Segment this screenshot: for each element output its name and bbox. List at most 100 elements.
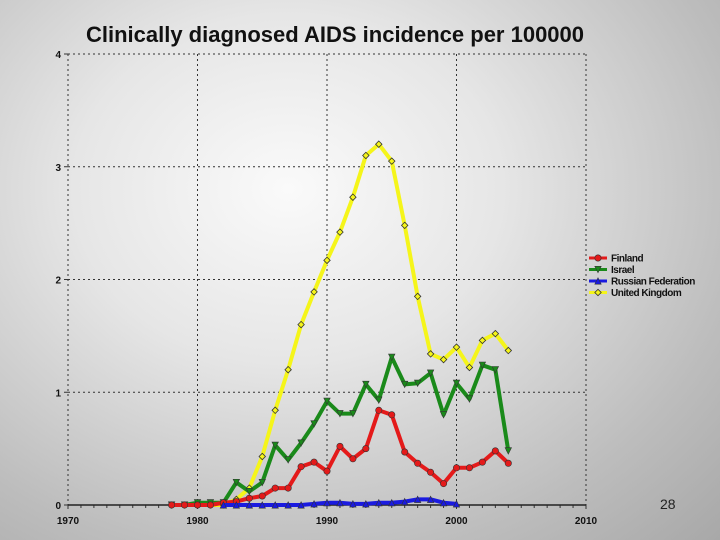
- series-line: [171, 408, 510, 507]
- data-point: [491, 329, 500, 338]
- data-point: [388, 498, 396, 507]
- legend-marker: [594, 288, 602, 297]
- data-point: [349, 500, 357, 508]
- data-point: [336, 442, 344, 450]
- data-point: [414, 459, 422, 467]
- data-point: [284, 456, 292, 464]
- y-tick-label: 1: [55, 388, 61, 399]
- data-point: [219, 501, 228, 509]
- data-point: [323, 397, 331, 406]
- data-point: [452, 379, 461, 388]
- data-point: [297, 320, 305, 329]
- data-point: [491, 447, 499, 455]
- data-point: [478, 458, 486, 466]
- data-point: [439, 498, 448, 507]
- data-point: [375, 396, 383, 405]
- data-point: [440, 480, 448, 488]
- data-point: [504, 346, 513, 355]
- data-point: [245, 494, 253, 502]
- data-point: [168, 501, 176, 509]
- data-point: [465, 395, 474, 403]
- data-point: [439, 411, 448, 419]
- data-point: [284, 365, 292, 374]
- data-point: [387, 157, 396, 165]
- data-point: [452, 343, 461, 351]
- data-point: [258, 452, 267, 461]
- data-point: [375, 406, 383, 414]
- data-point: [271, 406, 279, 415]
- data-point: [478, 361, 487, 370]
- data-point: [194, 501, 202, 509]
- data-point: [426, 350, 435, 358]
- data-point: [504, 459, 512, 467]
- data-point: [413, 292, 422, 301]
- data-point: [284, 484, 292, 492]
- series-line: [171, 355, 511, 507]
- legend-marker: [594, 265, 602, 274]
- data-point: [426, 369, 435, 377]
- data-point: [375, 140, 383, 148]
- data-point: [310, 500, 318, 508]
- data-point: [349, 455, 357, 463]
- data-point: [271, 484, 279, 492]
- legend-label: Israel: [611, 265, 635, 276]
- legend-label: Finland: [611, 254, 643, 265]
- data-point: [388, 353, 396, 362]
- y-tick-label: 0: [55, 501, 61, 512]
- legend-label: United Kingdom: [611, 288, 682, 299]
- data-point: [271, 501, 279, 509]
- data-point: [465, 363, 474, 372]
- data-point: [297, 439, 305, 447]
- data-point: [439, 355, 448, 364]
- x-tick-label: 1980: [186, 516, 209, 527]
- data-point: [401, 448, 409, 456]
- data-point: [349, 193, 357, 201]
- series-russian-federation: [219, 495, 461, 509]
- data-point: [452, 500, 461, 508]
- data-point: [323, 498, 331, 507]
- data-point: [413, 495, 422, 503]
- data-point: [349, 410, 357, 418]
- slide-number: 28: [660, 496, 676, 512]
- y-tick-label: 4: [55, 50, 61, 61]
- data-point: [284, 501, 292, 509]
- legend-marker: [594, 254, 602, 262]
- data-point: [232, 478, 241, 487]
- y-tick-label: 2: [55, 276, 61, 287]
- data-point: [478, 336, 487, 345]
- data-point: [181, 501, 189, 509]
- series-israel: [167, 353, 512, 509]
- data-point: [336, 228, 344, 236]
- data-point: [401, 380, 409, 389]
- y-tick-label: 3: [55, 163, 61, 174]
- data-point: [323, 467, 331, 475]
- data-point: [336, 410, 344, 418]
- data-point: [388, 411, 396, 419]
- data-point: [258, 478, 266, 487]
- x-tick-label: 2010: [575, 516, 598, 527]
- legend-marker: [594, 277, 602, 285]
- data-point: [245, 501, 253, 509]
- data-point: [362, 500, 370, 508]
- data-point: [452, 464, 460, 472]
- data-point: [400, 221, 409, 230]
- series-finland: [168, 406, 512, 509]
- legend-label: Russian Federation: [611, 277, 695, 288]
- data-point: [297, 501, 305, 509]
- data-point: [362, 380, 370, 389]
- data-point: [504, 447, 512, 455]
- data-point: [258, 501, 266, 509]
- data-point: [232, 501, 241, 509]
- chart-title: Clinically diagnosed AIDS incidence per …: [85, 22, 585, 47]
- series-united-kingdom: [167, 140, 513, 509]
- data-point: [297, 463, 305, 471]
- data-point: [427, 468, 435, 476]
- data-point: [323, 256, 331, 265]
- data-point: [245, 487, 253, 496]
- data-point: [491, 366, 500, 374]
- data-point: [310, 458, 318, 466]
- x-tick-label: 2000: [445, 516, 468, 527]
- data-point: [413, 379, 422, 388]
- data-point: [465, 464, 473, 472]
